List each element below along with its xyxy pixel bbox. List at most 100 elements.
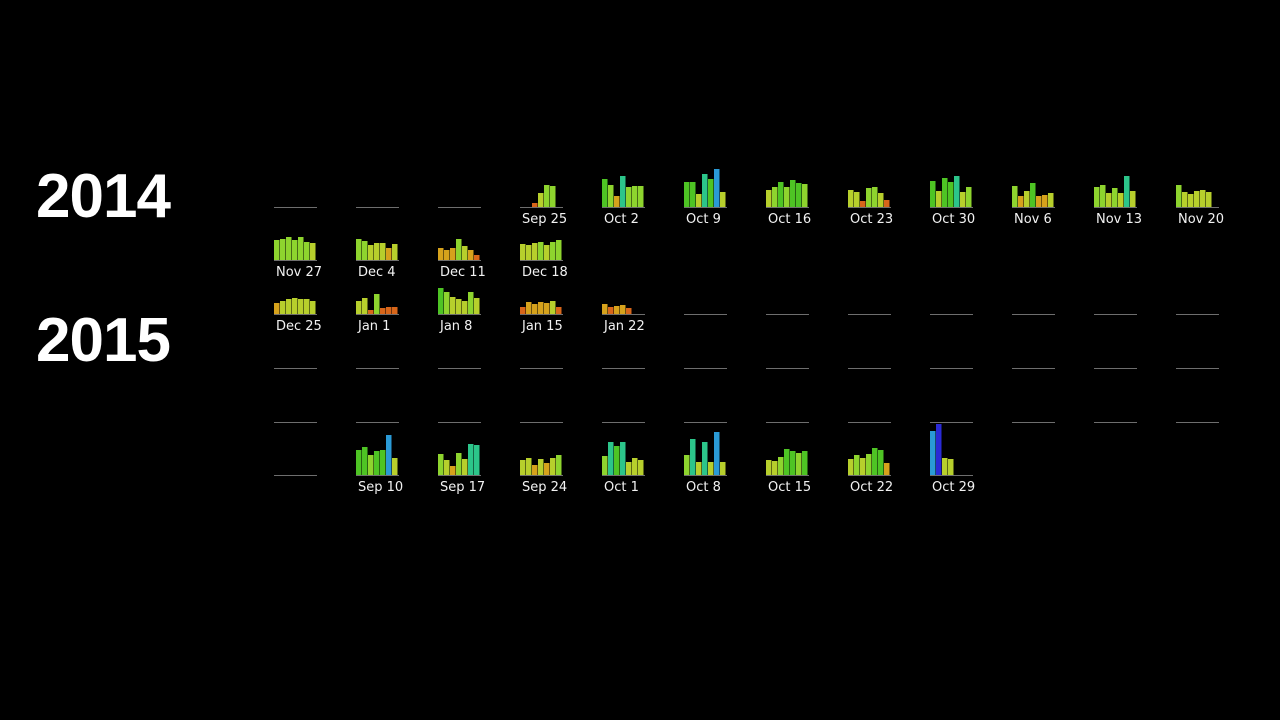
day-bar <box>866 454 872 475</box>
week-label: Oct 16 <box>768 212 811 227</box>
day-bar <box>550 242 556 260</box>
day-bar <box>362 298 368 314</box>
day-bar <box>602 456 608 475</box>
day-bar <box>450 297 456 314</box>
day-bar <box>520 460 526 475</box>
day-bar <box>538 302 544 314</box>
day-bar <box>620 176 626 207</box>
day-bar <box>544 303 550 314</box>
day-bar <box>474 298 480 314</box>
day-bar <box>854 455 860 475</box>
day-bar <box>380 450 386 475</box>
day-bar <box>456 239 462 260</box>
day-bar <box>356 301 362 314</box>
day-bar <box>280 301 286 314</box>
day-bar <box>380 308 386 314</box>
day-bar <box>632 186 638 207</box>
day-bar <box>274 303 280 314</box>
week-label: Oct 29 <box>932 480 975 495</box>
day-bar <box>1194 191 1200 207</box>
day-bar <box>778 457 784 475</box>
day-bar <box>802 451 808 475</box>
day-bar <box>942 458 948 475</box>
day-bar <box>386 248 392 260</box>
day-bar <box>690 439 696 475</box>
day-bar <box>602 304 608 314</box>
week-chart-sep-24: Sep 24 <box>520 455 567 495</box>
day-bar <box>620 305 626 314</box>
day-bar <box>368 245 374 260</box>
day-bar <box>532 304 538 314</box>
day-bar <box>456 453 462 475</box>
week-chart-oct-29: Oct 29 <box>930 424 975 495</box>
day-bar <box>274 240 280 260</box>
day-bar <box>766 460 772 475</box>
day-bar <box>444 292 450 314</box>
day-bar <box>386 307 392 314</box>
day-bar <box>438 454 444 475</box>
week-label: Nov 27 <box>276 265 322 280</box>
day-bar <box>526 458 532 475</box>
week-chart-dec-18: Dec 18 <box>520 240 568 280</box>
day-bar <box>878 193 884 207</box>
day-bar <box>696 462 702 475</box>
day-bar <box>620 442 626 475</box>
day-bar <box>380 243 386 260</box>
day-bar <box>310 301 316 314</box>
day-bar <box>520 244 526 260</box>
day-bar <box>526 302 532 314</box>
day-bar <box>790 180 796 207</box>
day-bar <box>450 466 456 475</box>
week-label: Dec 25 <box>276 319 322 334</box>
day-bar <box>848 459 854 475</box>
week-label: Sep 24 <box>522 480 567 495</box>
day-bar <box>872 448 878 475</box>
day-bar <box>614 196 620 207</box>
day-bar <box>462 246 468 260</box>
day-bar <box>538 193 544 207</box>
week-label: Dec 18 <box>522 265 568 280</box>
day-bar <box>532 203 538 207</box>
day-bar <box>1042 195 1048 207</box>
week-chart-oct-2: Oct 2 <box>602 176 645 227</box>
day-bar <box>1024 191 1030 207</box>
day-bar <box>468 292 474 314</box>
day-bar <box>1188 194 1194 207</box>
day-bar <box>936 424 942 475</box>
week-label: Oct 30 <box>932 212 975 227</box>
day-bar <box>550 301 556 314</box>
week-chart-dec-4: Dec 4 <box>356 239 399 280</box>
week-chart-nov-13: Nov 13 <box>1094 176 1142 227</box>
day-bar <box>292 298 298 314</box>
day-bar <box>1176 185 1182 207</box>
day-bar <box>702 442 708 475</box>
week-chart-nov-20: Nov 20 <box>1176 185 1224 227</box>
week-label: Nov 13 <box>1096 212 1142 227</box>
day-bar <box>304 299 310 314</box>
day-bar <box>696 194 702 207</box>
week-label: Nov 20 <box>1178 212 1224 227</box>
day-bar <box>802 184 808 207</box>
day-bar <box>550 186 556 207</box>
week-chart-dec-25: Dec 25 <box>274 298 322 334</box>
day-bar <box>766 190 772 207</box>
day-bar <box>930 181 936 207</box>
day-bar <box>456 299 462 314</box>
day-bar <box>878 450 884 475</box>
day-bar <box>848 190 854 207</box>
day-bar <box>298 237 304 260</box>
day-bar <box>708 179 714 207</box>
week-chart-oct-15: Oct 15 <box>766 449 811 495</box>
week-label: Jan 22 <box>603 319 645 334</box>
day-bar <box>872 187 878 207</box>
day-bar <box>292 240 298 260</box>
day-bar <box>450 248 456 260</box>
day-bar <box>556 240 562 260</box>
day-bar <box>468 444 474 475</box>
week-label: Oct 22 <box>850 480 893 495</box>
week-label: Oct 15 <box>768 480 811 495</box>
week-chart-jan-8: Jan 8 <box>438 288 481 334</box>
day-bar <box>614 446 620 475</box>
day-bar <box>966 187 972 207</box>
week-label: Dec 4 <box>358 265 396 280</box>
